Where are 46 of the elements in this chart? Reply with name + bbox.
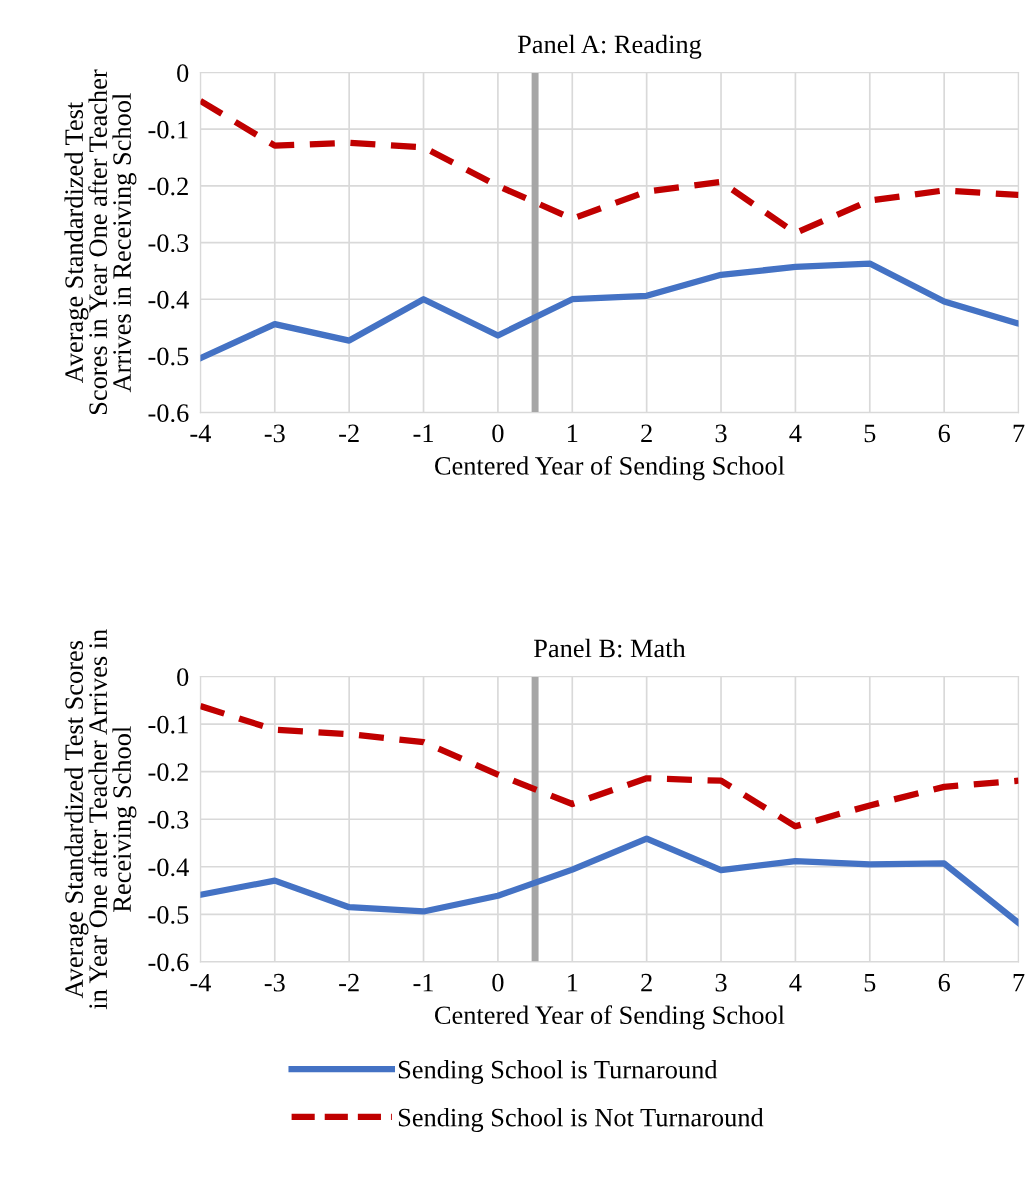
x-tick-label: 6 <box>938 424 950 443</box>
y-tick-label: -0.2 <box>148 177 188 196</box>
x-tick-label: 2 <box>641 973 652 992</box>
y-tick-label: -0.4 <box>148 290 189 309</box>
x-tick-label: 4 <box>789 424 802 443</box>
y-tick-label: -0.6 <box>148 953 189 972</box>
y-tick-label: -0.1 <box>148 120 188 139</box>
x-tick-label: 4 <box>789 973 802 992</box>
chart-title: Panel A: Reading <box>517 34 702 59</box>
y-axis-title: Average Standardized Test Scores in Year One after Teacher Arrives in Receiving School <box>64 69 137 415</box>
x-tick-label: 7 <box>1013 974 1025 992</box>
legend-label: Sending School is Not Turnaround <box>398 1107 764 1132</box>
x-tick-label: -4 <box>190 424 211 443</box>
x-tick-label: -3 <box>264 973 285 992</box>
y-tick-label: -0.5 <box>148 905 189 924</box>
y-tick-label: -0.6 <box>148 404 189 423</box>
x-tick-label: 0 <box>492 973 504 992</box>
x-tick-label: 5 <box>864 974 876 992</box>
x-tick-label: -1 <box>413 973 433 992</box>
x-tick-label: 1 <box>568 973 578 992</box>
x-tick-label: 7 <box>1013 424 1025 443</box>
x-tick-label: -3 <box>264 424 285 443</box>
x-tick-label: 0 <box>492 424 504 443</box>
y-tick-label: 0 <box>177 668 189 686</box>
x-tick-label: 1 <box>568 424 578 443</box>
x-tick-label: -4 <box>190 973 211 992</box>
y-tick-label: -0.4 <box>148 858 189 877</box>
y-axis-title: Average Standardized Test Scores in Year One after Teacher Arrives in Receiving School <box>64 629 137 1010</box>
x-tick-label: 3 <box>715 973 727 992</box>
chart-title: Panel B: Math <box>534 638 686 658</box>
y-tick-label: -0.5 <box>148 347 189 366</box>
y-tick-label: -0.1 <box>148 715 188 734</box>
y-tick-label: -0.3 <box>148 234 189 253</box>
x-axis-title: Centered Year of Sending School <box>435 455 785 481</box>
x-axis-title: Centered Year of Sending School <box>435 1005 785 1030</box>
x-tick-label: 5 <box>864 424 876 443</box>
legend-label: Sending School is Turnaround <box>398 1060 718 1085</box>
x-tick-label: -1 <box>413 424 433 443</box>
x-tick-label: 2 <box>641 424 652 443</box>
x-tick-label: -2 <box>339 973 359 992</box>
x-tick-label: 3 <box>715 424 727 443</box>
x-tick-label: -2 <box>339 424 359 443</box>
y-tick-label: -0.3 <box>148 810 189 829</box>
y-tick-label: 0 <box>177 64 189 82</box>
y-tick-label: -0.2 <box>148 763 188 782</box>
x-tick-label: 6 <box>938 973 950 992</box>
